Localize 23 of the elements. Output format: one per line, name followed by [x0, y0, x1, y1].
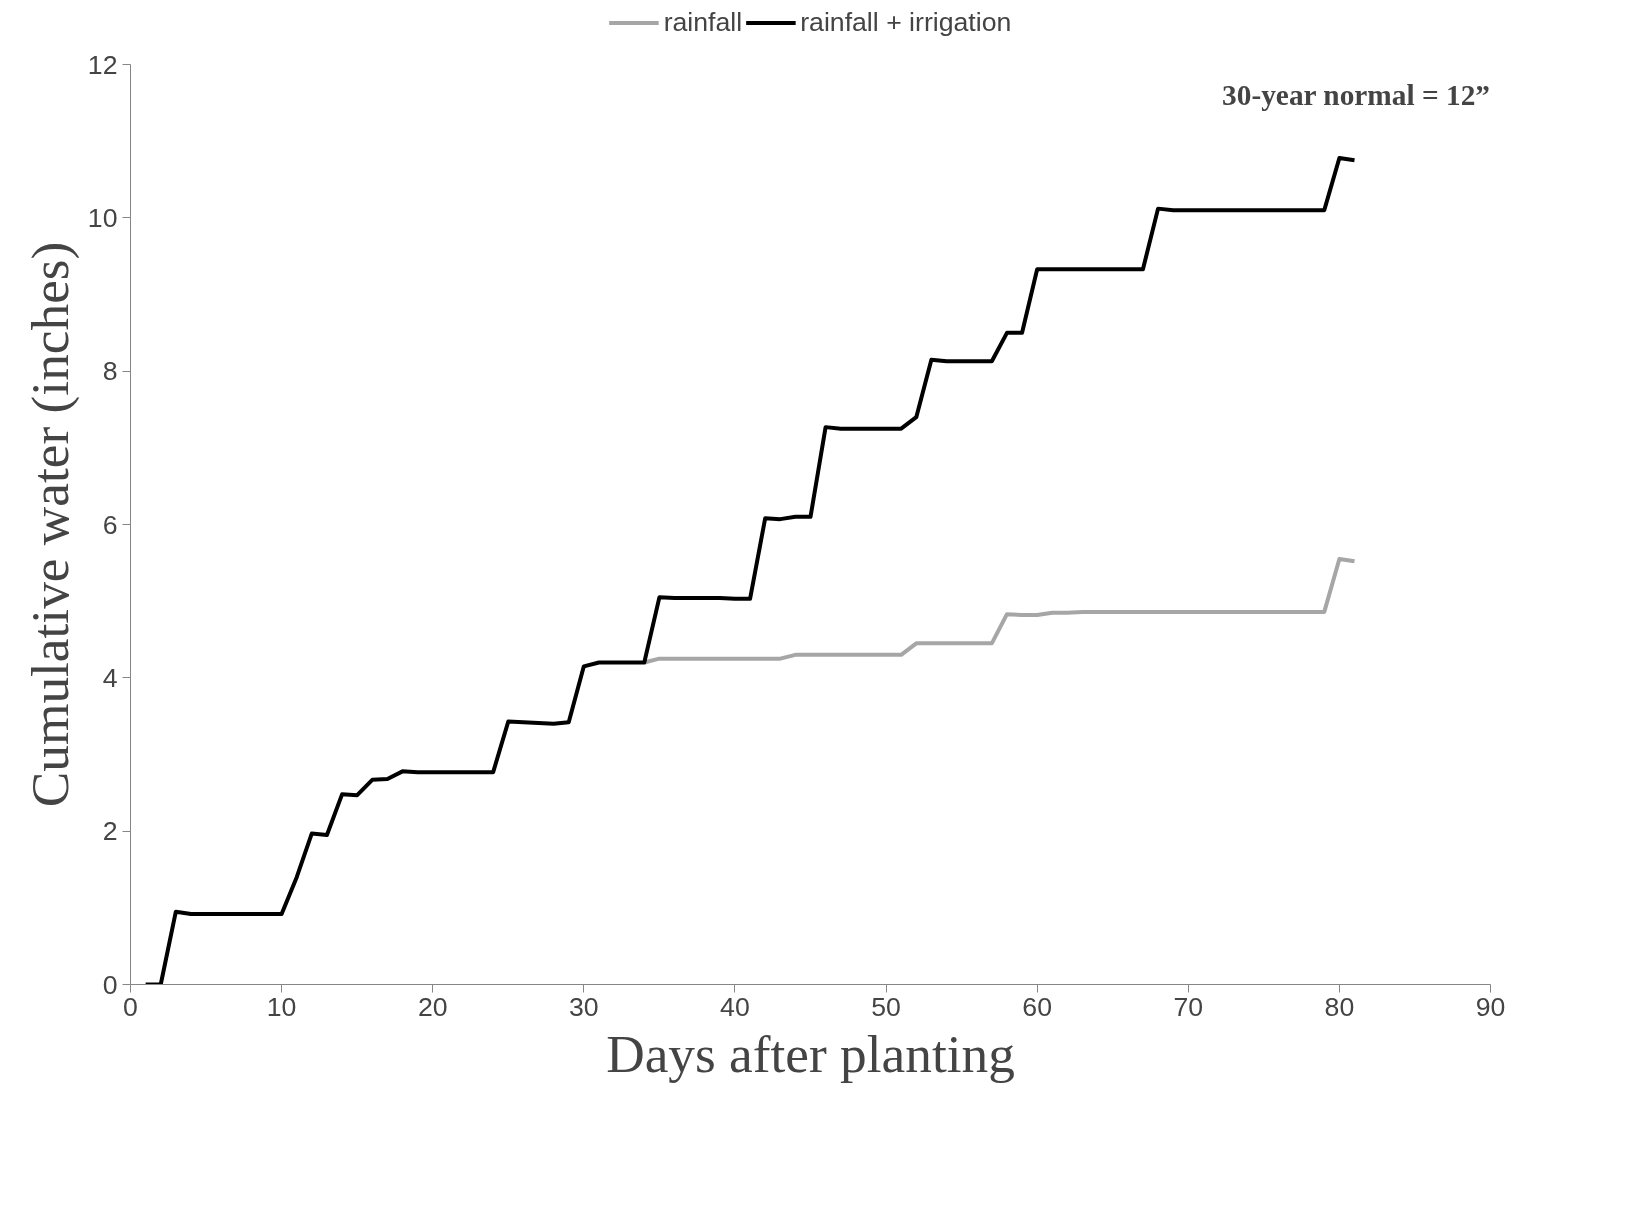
y-tick-label: 6	[102, 509, 118, 540]
x-tick-label: 70	[1173, 991, 1204, 1022]
x-tick-label: 20	[417, 991, 448, 1022]
y-tick-label: 0	[102, 969, 118, 1000]
x-tick-label: 0	[123, 991, 138, 1022]
x-tick-label: 40	[720, 991, 750, 1022]
x-tick-label: 30	[569, 991, 599, 1022]
y-tick-label: 12	[87, 49, 118, 80]
x-tick-label: 80	[1324, 991, 1355, 1022]
y-tick-label: 8	[102, 356, 118, 387]
x-tick-label: 60	[1022, 991, 1052, 1022]
x-tick-label: 90	[1475, 991, 1506, 1022]
x-tick-label: 50	[871, 991, 901, 1022]
x-tick-label: 10	[266, 991, 297, 1022]
line-series	[143, 156, 1357, 985]
y-tick-label: 10	[87, 202, 118, 233]
legend-label: rainfall	[663, 6, 743, 38]
y-axis-title: Cumulative water (inches)	[19, 241, 80, 808]
legend-label: rainfall + irrigation	[800, 6, 1012, 38]
annotation: 30-year normal = 12”	[1222, 78, 1490, 111]
y-tick-label: 2	[102, 816, 118, 847]
x-axis-title: Days after planting	[606, 1023, 1015, 1084]
y-tick-label: 4	[102, 662, 118, 693]
